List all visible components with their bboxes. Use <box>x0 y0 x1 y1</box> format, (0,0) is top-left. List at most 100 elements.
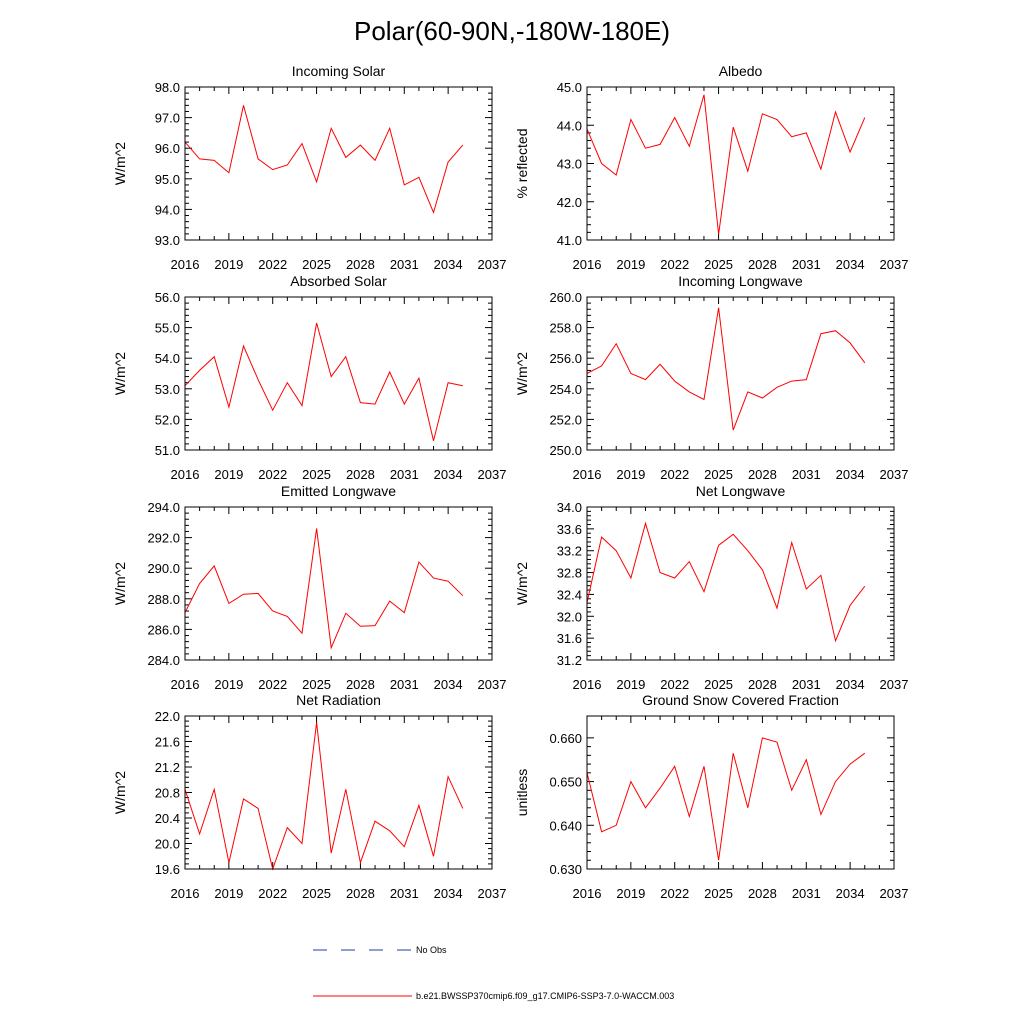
panel-2: Albedo % reflected 2016 2019 2022 2025 2028 203… <box>514 63 908 272</box>
x-tick-label: 2037 <box>478 677 507 692</box>
y-axis-label: W/m^2 <box>112 352 128 395</box>
x-tick-label: 2037 <box>478 886 507 901</box>
y-tick-label: 258.0 <box>549 321 582 336</box>
series-line-1 <box>184 528 464 650</box>
plot-frame <box>184 296 493 451</box>
y-tick-label: 0.650 <box>549 775 582 790</box>
x-tick-label: 2028 <box>748 677 777 692</box>
y-tick-label: 95.0 <box>155 172 180 187</box>
y-tick-label: 31.2 <box>557 653 582 668</box>
y-axis-label: unitless <box>514 769 530 816</box>
panel-title: Incoming Solar <box>292 63 386 79</box>
y-tick-label: 294.0 <box>147 500 180 515</box>
y-tick-label: 33.2 <box>557 544 582 559</box>
panel-1: Incoming Solar W/m^2 2016 2019 2022 2025 2028 2… <box>112 63 506 272</box>
x-tick-label: 2031 <box>390 677 419 692</box>
x-tick-label: 2028 <box>748 886 777 901</box>
x-tick-label: 2022 <box>258 886 287 901</box>
panel-title: Albedo <box>719 63 763 79</box>
series-line-1 <box>586 307 866 431</box>
plot-frame <box>586 86 895 241</box>
legend-label-model: b.e21.BWSSP370cmip6.f09_g17.CMIP6-SSP3-7… <box>416 991 674 1001</box>
panels: Incoming Solar W/m^2 2016 2019 2022 2025 2028 2… <box>112 63 908 901</box>
y-tick-label: 290.0 <box>147 561 180 576</box>
y-tick-label: 54.0 <box>155 351 180 366</box>
y-tick-label: 292.0 <box>147 531 180 546</box>
x-tick-label: 2025 <box>302 257 331 272</box>
panel-title: Net Radiation <box>296 692 381 708</box>
y-tick-label: 21.2 <box>155 760 180 775</box>
y-tick-label: 34.0 <box>557 500 582 515</box>
x-tick-label: 2025 <box>302 886 331 901</box>
plot-frame <box>586 715 895 870</box>
panel-5: Emitted Longwave W/m^2 2016 2019 2022 2025 202… <box>112 483 506 692</box>
x-tick-label: 2037 <box>880 257 909 272</box>
x-tick-label: 2016 <box>573 886 602 901</box>
y-tick-label: 98.0 <box>155 80 180 95</box>
x-tick-label: 2037 <box>478 257 507 272</box>
x-tick-label: 2037 <box>478 467 507 482</box>
y-tick-label: 94.0 <box>155 202 180 217</box>
plot-frame <box>184 86 493 241</box>
x-tick-label: 2022 <box>258 467 287 482</box>
x-tick-label: 2031 <box>390 257 419 272</box>
x-tick-label: 2019 <box>616 677 645 692</box>
x-tick-label: 2031 <box>792 677 821 692</box>
x-tick-label: 2034 <box>434 886 463 901</box>
x-tick-label: 2034 <box>434 467 463 482</box>
x-tick-label: 2028 <box>748 257 777 272</box>
x-tick-label: 2016 <box>171 886 200 901</box>
x-tick-label: 2016 <box>171 257 200 272</box>
y-tick-label: 41.0 <box>557 233 582 248</box>
y-tick-label: 96.0 <box>155 141 180 156</box>
y-axis-label: W/m^2 <box>514 352 530 395</box>
y-tick-label: 32.8 <box>557 566 582 581</box>
x-tick-label: 2025 <box>704 257 733 272</box>
legend-label-no-obs: No Obs <box>416 945 447 955</box>
x-tick-label: 2031 <box>792 886 821 901</box>
y-tick-label: 252.0 <box>549 412 582 427</box>
plot-frame <box>184 506 493 661</box>
x-tick-label: 2019 <box>214 677 243 692</box>
y-tick-label: 286.0 <box>147 622 180 637</box>
plot-frame <box>184 715 493 870</box>
y-tick-label: 53.0 <box>155 382 180 397</box>
y-tick-label: 250.0 <box>549 443 582 458</box>
x-tick-label: 2025 <box>302 677 331 692</box>
y-tick-label: 44.0 <box>557 118 582 133</box>
x-tick-label: 2037 <box>880 677 909 692</box>
x-tick-label: 2034 <box>836 257 865 272</box>
x-tick-label: 2022 <box>660 257 689 272</box>
x-tick-label: 2022 <box>660 886 689 901</box>
y-tick-label: 0.660 <box>549 731 582 746</box>
series-line-1 <box>586 94 866 235</box>
y-axis-label: W/m^2 <box>514 562 530 605</box>
x-tick-label: 2022 <box>660 467 689 482</box>
panel-8: Ground Snow Covered Fraction unitless 2016… <box>514 692 908 901</box>
y-tick-label: 51.0 <box>155 443 180 458</box>
y-tick-label: 256.0 <box>549 351 582 366</box>
panel-title: Ground Snow Covered Fraction <box>642 692 839 708</box>
y-tick-label: 32.0 <box>557 609 582 624</box>
y-tick-label: 20.0 <box>155 837 180 852</box>
x-tick-label: 2019 <box>616 257 645 272</box>
y-tick-label: 43.0 <box>557 157 582 172</box>
y-tick-label: 42.0 <box>557 195 582 210</box>
y-tick-label: 20.8 <box>155 786 180 801</box>
y-tick-label: 52.0 <box>155 412 180 427</box>
panel-title: Net Longwave <box>696 483 786 499</box>
x-tick-label: 2019 <box>214 467 243 482</box>
x-tick-label: 2034 <box>836 677 865 692</box>
x-tick-label: 2028 <box>748 467 777 482</box>
x-tick-label: 2019 <box>214 257 243 272</box>
y-tick-label: 20.4 <box>155 811 180 826</box>
x-tick-label: 2016 <box>573 257 602 272</box>
x-tick-label: 2016 <box>171 467 200 482</box>
panel-4: Incoming Longwave W/m^2 2016 2019 2022 2025 20… <box>514 273 908 482</box>
x-tick-label: 2037 <box>880 886 909 901</box>
x-tick-label: 2025 <box>704 886 733 901</box>
y-tick-label: 55.0 <box>155 321 180 336</box>
x-tick-label: 2022 <box>258 257 287 272</box>
series-line-1 <box>586 521 866 643</box>
